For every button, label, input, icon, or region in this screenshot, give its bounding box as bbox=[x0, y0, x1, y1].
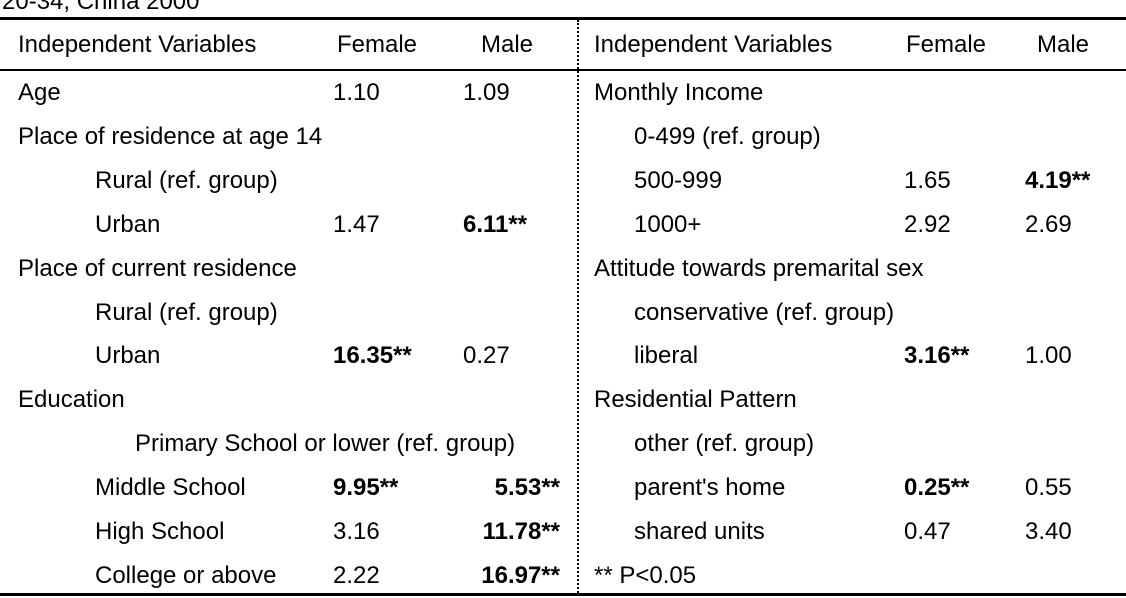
left-header-variables: Independent Variables bbox=[18, 31, 257, 58]
left-row-male-value: 1.09 bbox=[463, 79, 510, 106]
left-row-label: Place of current residence bbox=[18, 254, 297, 282]
left-row-label: Education bbox=[18, 386, 125, 414]
right-row-label: 500-999 bbox=[634, 166, 723, 194]
right-row-male-value: 2.69 bbox=[1025, 210, 1072, 238]
header-rule bbox=[0, 69, 1126, 71]
right-row-label: 0-499 (ref. group) bbox=[634, 122, 821, 150]
left-row-male-value: 6.11** bbox=[463, 210, 528, 238]
left-row-label: Primary School or lower (ref. group) bbox=[135, 430, 516, 458]
right-row-label: ** P<0.05 bbox=[594, 561, 697, 589]
right-header-male: Male bbox=[1037, 31, 1090, 58]
left-row-female-value: 1.10 bbox=[333, 79, 380, 106]
right-row-label: shared units bbox=[634, 518, 765, 545]
left-row-label: Urban bbox=[95, 210, 161, 238]
right-row-label: parent's home bbox=[634, 474, 786, 502]
right-row-label: Attitude towards premarital sex bbox=[594, 254, 924, 282]
right-row-label: liberal bbox=[634, 342, 699, 370]
right-row-label: Monthly Income bbox=[594, 79, 764, 106]
right-row-label: 1000+ bbox=[634, 210, 702, 238]
right-row-female-value: 1.65 bbox=[904, 166, 951, 194]
left-header-female: Female bbox=[337, 31, 418, 58]
left-row-label: College or above bbox=[95, 561, 277, 589]
left-row-female-value: 16.35** bbox=[333, 342, 412, 370]
left-header-male: Male bbox=[481, 31, 534, 58]
left-row-label: High School bbox=[95, 518, 225, 545]
right-row-male-value: 4.19** bbox=[1025, 166, 1091, 194]
left-row-male-value: 0.27 bbox=[463, 342, 510, 370]
left-row-male-value: 11.78** bbox=[482, 518, 560, 545]
bottom-rule bbox=[0, 593, 1126, 596]
left-row-female-value: 2.22 bbox=[333, 561, 380, 589]
right-header-female: Female bbox=[906, 31, 987, 58]
right-row-male-value: 1.00 bbox=[1025, 342, 1072, 370]
left-row-female-value: 3.16 bbox=[333, 518, 380, 545]
left-row-label: Place of residence at age 14 bbox=[18, 122, 323, 150]
right-row-female-value: 0.25** bbox=[904, 474, 970, 502]
table-caption: 20-34, China 2000 bbox=[2, 0, 200, 15]
left-row-label: Urban bbox=[95, 342, 161, 370]
column-divider bbox=[577, 20, 579, 593]
left-row-label: Age bbox=[18, 79, 61, 106]
left-row-male-value: 5.53** bbox=[494, 474, 560, 502]
left-row-female-value: 9.95** bbox=[333, 474, 399, 502]
right-row-label: other (ref. group) bbox=[634, 430, 815, 458]
right-row-label: Residential Pattern bbox=[594, 386, 797, 414]
left-row-label: Rural (ref. group) bbox=[95, 166, 278, 194]
right-row-label: conservative (ref. group) bbox=[634, 298, 895, 326]
left-row-female-value: 1.47 bbox=[333, 210, 380, 238]
top-rule bbox=[0, 17, 1126, 20]
right-row-female-value: 0.47 bbox=[904, 518, 951, 545]
left-row-label: Rural (ref. group) bbox=[95, 298, 278, 326]
right-row-male-value: 3.40 bbox=[1025, 518, 1072, 545]
right-row-male-value: 0.55 bbox=[1025, 474, 1072, 502]
right-row-female-value: 2.92 bbox=[904, 210, 951, 238]
left-row-male-value: 16.97** bbox=[481, 561, 560, 589]
left-row-label: Middle School bbox=[95, 474, 246, 502]
right-row-female-value: 3.16** bbox=[904, 342, 970, 370]
right-header-variables: Independent Variables bbox=[594, 31, 833, 58]
